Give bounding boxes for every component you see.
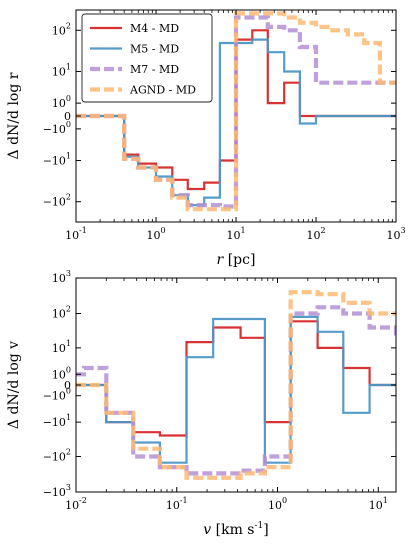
y-tick-label: −101 bbox=[43, 152, 71, 168]
y-axis-label: Δ dN/d log r bbox=[6, 72, 22, 159]
y-tick-label: 101 bbox=[52, 62, 71, 78]
y-tick-label: −101 bbox=[43, 413, 71, 429]
x-tick-label: 101 bbox=[226, 226, 245, 242]
y-tick-label: −102 bbox=[43, 447, 71, 463]
y-tick-label: 102 bbox=[52, 305, 71, 321]
y-tick-label: 0 bbox=[64, 379, 71, 392]
y-tick-label: 100 bbox=[52, 94, 71, 110]
series-line-agnd-md bbox=[76, 11, 396, 212]
x-axis-label: v [km s-1] bbox=[203, 521, 268, 538]
legend-label: AGND - MD bbox=[129, 84, 196, 97]
y-tick-label: 102 bbox=[52, 21, 71, 37]
x-tick-label: 10-1 bbox=[166, 496, 188, 512]
series-layer bbox=[76, 11, 396, 212]
y-tick-label: −103 bbox=[43, 483, 71, 499]
y-tick-label: 100 bbox=[52, 365, 71, 381]
x-tick-label: 103 bbox=[386, 226, 405, 242]
y-tick-label: 103 bbox=[52, 269, 71, 285]
x-axis-label: r [pc] bbox=[217, 252, 256, 268]
legend-label: M5 - MD bbox=[130, 43, 179, 56]
legend-label: M7 - MD bbox=[130, 63, 179, 76]
top-panel-r-distribution: 10-1 100 101 102 103−102−101−1000100101102r … bbox=[6, 9, 406, 268]
legend: M4 - MD M5 - MD M7 - MD AGND - MD bbox=[81, 13, 213, 103]
x-tick-label: 102 bbox=[306, 226, 325, 242]
x-tick-label: 100 bbox=[146, 226, 165, 242]
y-tick-label: 101 bbox=[52, 339, 71, 355]
y-tick-label: −100 bbox=[43, 387, 71, 403]
series-layer bbox=[76, 290, 396, 480]
x-tick-label: 10-2 bbox=[65, 496, 87, 512]
bottom-panel-v-distribution: 10-2 10-1 100 101−103−102−101−1000100101102… bbox=[6, 269, 397, 538]
series-line-agnd-md bbox=[76, 290, 396, 480]
y-tick-label: −102 bbox=[43, 193, 71, 209]
x-tick-label: 100 bbox=[268, 496, 287, 512]
x-tick-label: 10-1 bbox=[65, 226, 87, 242]
y-tick-label: −100 bbox=[43, 120, 71, 136]
y-axis-label: Δ dN/d log v bbox=[6, 341, 22, 429]
y-tick-label: 0 bbox=[64, 110, 71, 123]
legend-label: M4 - MD bbox=[130, 22, 179, 35]
x-tick-label: 101 bbox=[369, 496, 388, 512]
